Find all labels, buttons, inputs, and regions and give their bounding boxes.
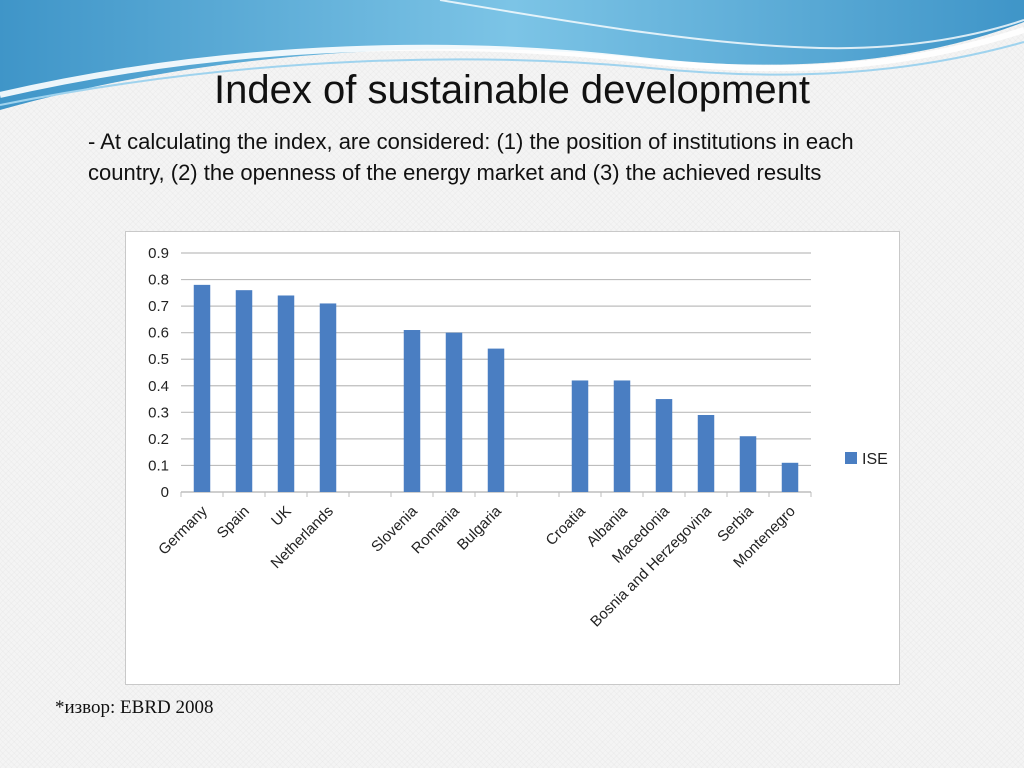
slide-subtitle: - At calculating the index, are consider… <box>88 129 854 185</box>
y-tick-label: 0.4 <box>148 378 169 395</box>
chart-frame: 0 0.1 0.2 0.3 0.4 0.5 0.6 0.7 0.8 0.9 Germany Spain… <box>125 231 900 685</box>
x-tick-label: Bulgaria <box>454 502 505 553</box>
source-note: *извор: EBRD 2008 <box>55 697 214 718</box>
x-tick-label: UK <box>268 503 295 530</box>
y-tick-label: 0.8 <box>148 272 169 289</box>
bar <box>487 348 505 492</box>
bar <box>319 303 337 492</box>
bar <box>655 399 673 492</box>
y-tick-label: 0.2 <box>148 431 169 448</box>
bar <box>571 380 589 492</box>
legend-label: ISE <box>862 451 888 468</box>
bar <box>697 414 715 492</box>
bar <box>613 380 631 492</box>
x-tick-label: Spain <box>214 503 253 542</box>
bar <box>739 436 757 492</box>
x-tick-label: Romania <box>408 502 463 557</box>
x-tick-label: Germany <box>155 502 211 558</box>
bar <box>403 330 421 492</box>
y-tick-label: 0.6 <box>148 325 169 342</box>
bar <box>277 295 295 492</box>
y-tick-label: 0.7 <box>148 298 169 315</box>
y-tick-label: 0.5 <box>148 351 169 368</box>
slide-title: Index of sustainable development <box>214 68 810 112</box>
bar <box>193 284 211 492</box>
header-wave-decoration <box>0 0 1024 110</box>
bar <box>781 462 799 492</box>
y-tick-label: 0 <box>161 484 169 501</box>
y-tick-label: 0.3 <box>148 404 169 421</box>
legend-swatch <box>845 452 857 464</box>
x-tick-label: Croatia <box>543 502 590 549</box>
y-tick-label: 0.1 <box>148 457 169 474</box>
y-tick-label: 0.9 <box>148 245 169 262</box>
bar <box>235 290 253 492</box>
bar <box>445 332 463 492</box>
bar-chart: 0 0.1 0.2 0.3 0.4 0.5 0.6 0.7 0.8 0.9 Germany Spain… <box>148 245 888 630</box>
